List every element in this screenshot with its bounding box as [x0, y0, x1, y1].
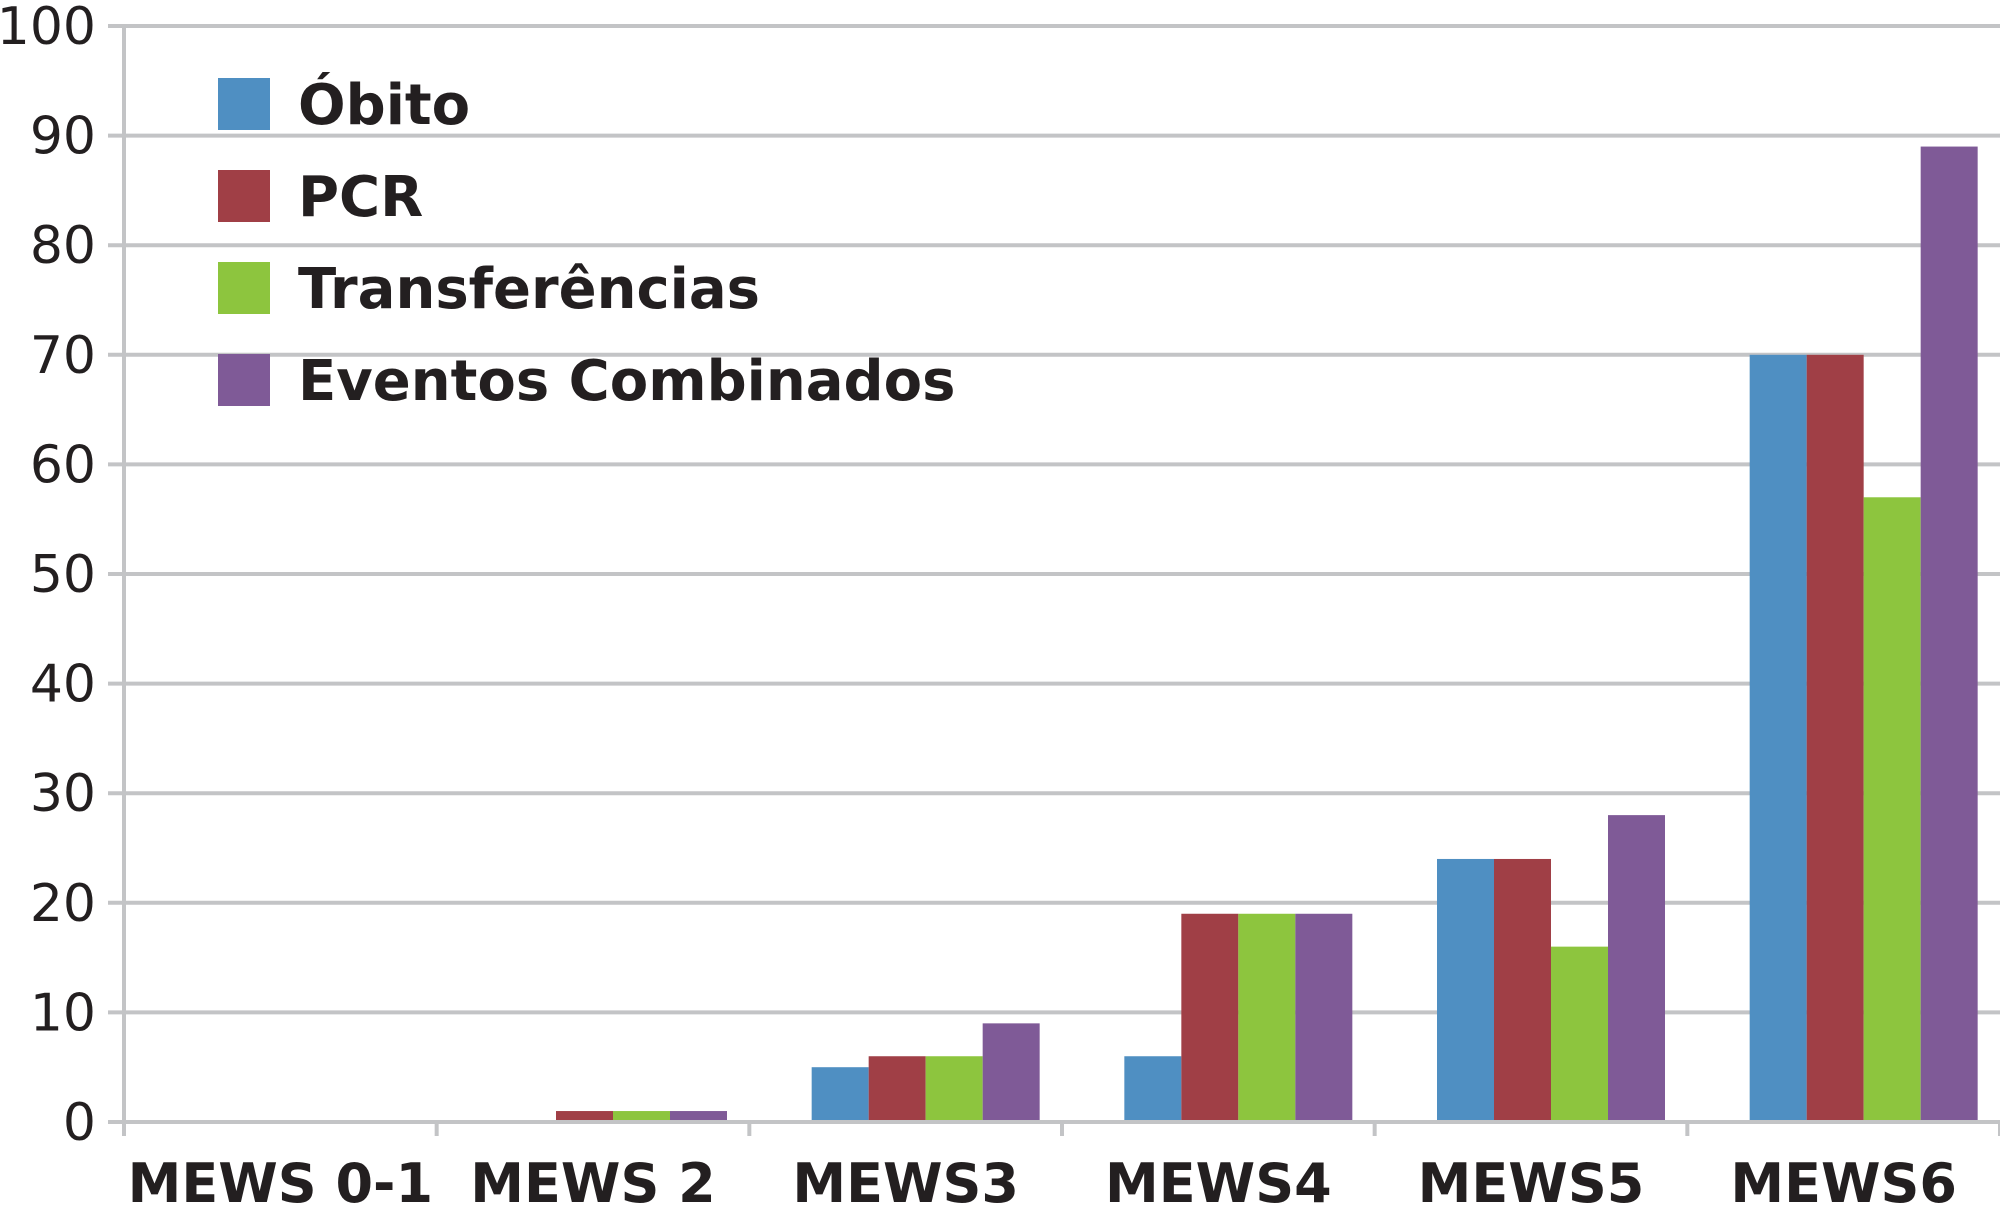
- bar: [1608, 815, 1665, 1122]
- bar: [1238, 913, 1296, 1122]
- legend-label: Transferências: [298, 257, 760, 322]
- bar: [1920, 146, 1978, 1122]
- y-tick-label: 100: [0, 0, 96, 57]
- x-tick-label: MEWS6: [1730, 1152, 1957, 1207]
- bar: [1124, 1056, 1182, 1122]
- x-tick-label: MEWS4: [1105, 1152, 1332, 1207]
- bar: [1863, 497, 1921, 1122]
- bar: [556, 1111, 613, 1122]
- y-tick-label: 10: [30, 983, 96, 1043]
- bar: [1181, 913, 1239, 1122]
- bars: [556, 146, 1978, 1122]
- legend-swatch: [218, 170, 270, 222]
- bar: [925, 1056, 983, 1122]
- bar: [982, 1023, 1040, 1122]
- x-tick-label: MEWS5: [1418, 1152, 1645, 1207]
- legend-swatch: [218, 354, 270, 406]
- y-tick-label: 70: [30, 326, 96, 386]
- legend: Óbito PCR Transferências Eventos Combinados: [218, 73, 955, 414]
- bar: [1437, 858, 1494, 1122]
- bar: [670, 1111, 727, 1122]
- bar: [613, 1111, 670, 1122]
- y-tick-label: 80: [30, 216, 96, 276]
- y-tick-label: 90: [30, 107, 96, 167]
- bar: [1551, 946, 1608, 1122]
- x-tick-label: MEWS 0-1: [128, 1152, 433, 1207]
- legend-label: PCR: [298, 165, 423, 230]
- y-tick-label: 20: [30, 874, 96, 934]
- legend-swatch: [218, 262, 270, 314]
- bar: [868, 1056, 926, 1122]
- legend-label: Óbito: [298, 73, 470, 138]
- bar: [1494, 858, 1551, 1122]
- gridlines: [108, 24, 2000, 1136]
- x-axis: MEWS 0-1 MEWS 2 MEWS3 MEWS4 MEWS5 MEWS6: [122, 1120, 2000, 1207]
- legend-label: Eventos Combinados: [298, 349, 955, 414]
- y-tick-label: 50: [30, 545, 96, 605]
- bar: [1749, 354, 1807, 1122]
- bar: [1295, 913, 1353, 1122]
- bar: [1806, 354, 1864, 1122]
- x-tick-label: MEWS3: [792, 1152, 1019, 1207]
- y-tick-label: 30: [30, 764, 96, 824]
- legend-swatch: [218, 78, 270, 130]
- y-axis-ticks: 0 10 20 30 40 50 60 70 80 90 100: [0, 0, 96, 1153]
- y-tick-label: 0: [63, 1093, 96, 1153]
- bar: [811, 1067, 869, 1122]
- y-tick-label: 40: [30, 655, 96, 715]
- y-tick-label: 60: [30, 435, 96, 495]
- x-tick-label: MEWS 2: [470, 1152, 715, 1207]
